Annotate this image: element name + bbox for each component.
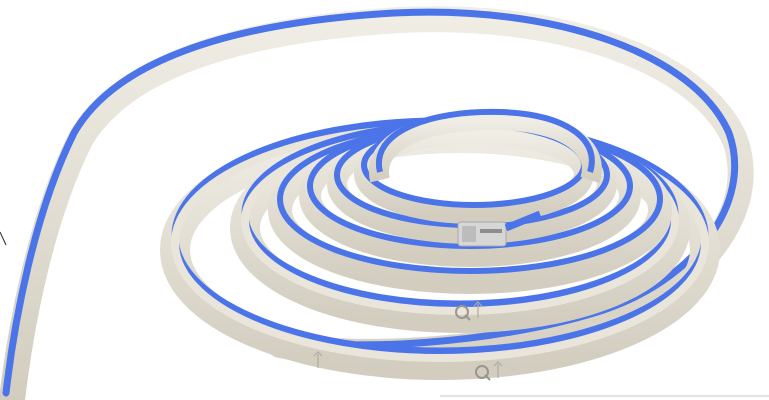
- brand-mark-logo: [455, 301, 483, 321]
- cut-mark: [313, 351, 323, 368]
- end-connector: [457, 210, 542, 247]
- brand-mark-logo-2: [475, 361, 503, 381]
- brand-markings: [313, 301, 503, 381]
- edge-fragment: [0, 231, 7, 246]
